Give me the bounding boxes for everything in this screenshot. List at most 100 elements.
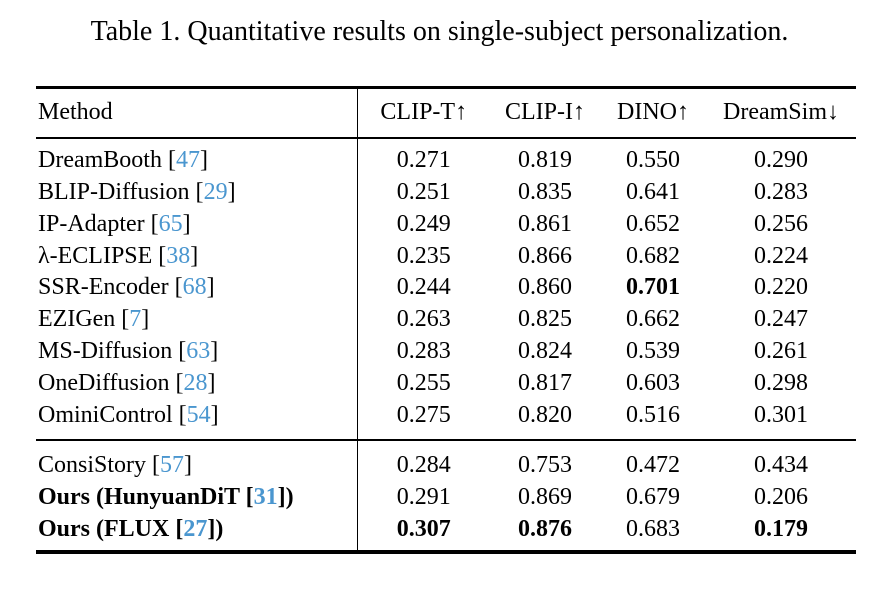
metric-cell-clip-t: 0.291 [356,481,490,513]
metric-cell-dreamsim: 0.283 [754,178,808,205]
method-cell: BLIP-Diffusion [29] [36,176,357,208]
method-name: OneDiffusion [ [38,370,184,396]
metric-cell-dreamsim: 0.247 [754,306,808,333]
citation-link[interactable]: 27 [183,515,208,542]
metric-cell-clip-i: 0.866 [518,242,572,269]
method-name-close: ] [207,370,216,396]
method-name-close: ] [141,306,150,333]
method-name-close: ] [199,146,208,173]
method-name-close: ]) [277,483,294,510]
method-cell: Ours (FLUX [27]) [36,513,357,552]
citation-link[interactable]: 7 [129,306,142,333]
method-name-close: ] [182,210,191,237]
table-row: ConsiStory [57] 0.284 0.753 0.472 0.434 [36,438,856,482]
method-cell: OminiControl [54] [36,399,357,439]
citation-link[interactable]: 29 [203,178,228,205]
metric-cell-clip-t: 0.283 [356,335,490,368]
column-header-method: Method [36,87,357,139]
metric-cell-dreamsim: 0.298 [754,370,808,396]
method-cell: SSR-Encoder [68] [36,272,357,304]
metric-cell-clip-t: 0.235 [356,240,490,272]
method-name: MS-Diffusion [ [38,338,187,365]
metric-cell-dreamsim: 0.301 [754,401,808,428]
method-cell: DreamBooth [47] [36,138,357,176]
metric-cell-clip-i: 0.817 [518,370,572,396]
metric-cell-clip-i: 0.753 [490,438,600,482]
metric-cell-dino: 0.683 [626,515,680,542]
metric-cell-clip-i: 0.819 [518,146,572,173]
method-name: BLIP-Diffusion [ [38,178,204,205]
metric-cell-clip-t: 0.275 [356,399,490,440]
method-name-close: ]) [207,515,224,542]
metric-cell-dreamsim: 0.261 [754,338,808,365]
method-name: EZIGen [ [38,306,130,333]
table-row: OminiControl [54] 0.275 0.820 0.516 0.30… [36,399,856,440]
metric-cell-clip-t: 0.271 [356,137,490,177]
metric-cell-clip-t: 0.284 [356,438,490,482]
citation-link[interactable]: 57 [160,451,185,478]
method-name: ConsiStory [ [38,451,161,478]
method-name: IP-Adapter [ [38,210,159,237]
column-header-dreamsim: DreamSim↓ [706,87,856,139]
metric-cell-clip-t: 0.255 [356,367,490,400]
table-row: Ours (FLUX [27]) 0.307 0.876 0.683 0.179 [36,513,856,553]
method-cell: OneDiffusion [28] [36,368,357,400]
metric-cell-clip-i: 0.869 [518,483,572,510]
method-name: λ-ECLIPSE [ [38,242,167,269]
table-caption: Table 1. Quantitative results on single-… [90,16,789,47]
metric-cell-clip-i: 0.876 [518,515,572,542]
metric-cell-clip-t: 0.251 [356,176,490,209]
method-name: SSR-Encoder [ [38,274,183,301]
method-cell: Ours (HunyuanDiT [31]) [36,481,357,513]
method-name: DreamBooth [ [38,146,176,173]
method-name-close: ] [190,242,199,269]
metric-cell-clip-i: 0.835 [518,178,572,205]
metric-cell-clip-i: 0.825 [518,306,572,333]
metric-cell-clip-i: 0.824 [518,338,572,365]
method-name-close: ] [210,338,219,365]
metric-cell-clip-i: 0.860 [518,274,572,301]
table-row: BLIP-Diffusion [29] 0.251 0.835 0.641 0.… [36,176,856,209]
method-name: OminiControl [ [38,401,187,428]
table-row: DreamBooth [47] 0.271 0.819 0.550 0.290 [36,137,856,177]
metric-cell-dreamsim: 0.179 [754,515,808,542]
metric-cell-dreamsim: 0.220 [754,274,808,301]
metric-cell-clip-t: 0.263 [356,303,490,336]
citation-link[interactable]: 65 [158,210,183,237]
column-header-clip-t: CLIP-T↑ [356,87,490,139]
metric-cell-dino: 0.701 [626,274,680,301]
metric-cell-clip-t: 0.244 [356,271,490,304]
citation-link[interactable]: 38 [166,242,191,269]
metric-cell-dino: 0.652 [626,210,680,237]
method-cell: λ-ECLIPSE [38] [36,240,357,272]
table-row: EZIGen [7] 0.263 0.825 0.662 0.247 [36,303,856,336]
citation-link[interactable]: 28 [183,370,208,396]
metric-cell-dino: 0.472 [600,438,706,482]
citation-link[interactable]: 68 [182,274,207,301]
method-name-close: ] [206,274,215,301]
column-header-dino: DINO↑ [600,87,706,139]
table-row: λ-ECLIPSE [38] 0.235 0.866 0.682 0.224 [36,240,856,272]
metric-cell-dino: 0.603 [626,370,680,396]
table-row: OneDiffusion [28] 0.255 0.817 0.603 0.29… [36,367,856,400]
metric-cell-dino: 0.641 [626,178,680,205]
citation-link[interactable]: 31 [253,483,278,510]
metric-cell-dino: 0.682 [626,242,680,269]
citation-link[interactable]: 63 [186,338,211,365]
citation-link[interactable]: 47 [175,146,200,173]
column-header-clip-i: CLIP-I↑ [490,87,600,139]
metric-cell-dino: 0.662 [626,306,680,333]
method-cell: IP-Adapter [65] [36,208,357,240]
metric-cell-dino: 0.539 [626,338,680,365]
method-name: Ours (HunyuanDiT [ [38,483,254,510]
metric-cell-dino: 0.550 [626,146,680,173]
method-name-close: ] [210,401,219,428]
results-table: Method CLIP-T↑ CLIP-I↑ DINO↑ DreamSim↓ D… [36,86,856,555]
metric-cell-dreamsim: 0.224 [754,242,808,269]
method-cell: MS-Diffusion [63] [36,336,357,368]
table-row: SSR-Encoder [68] 0.244 0.860 0.701 0.220 [36,271,856,304]
table-row: Ours (HunyuanDiT [31]) 0.291 0.869 0.679… [36,481,856,513]
citation-link[interactable]: 54 [186,401,211,428]
header-row: Method CLIP-T↑ CLIP-I↑ DINO↑ DreamSim↓ [36,87,856,139]
metric-cell-clip-i: 0.861 [518,210,572,237]
